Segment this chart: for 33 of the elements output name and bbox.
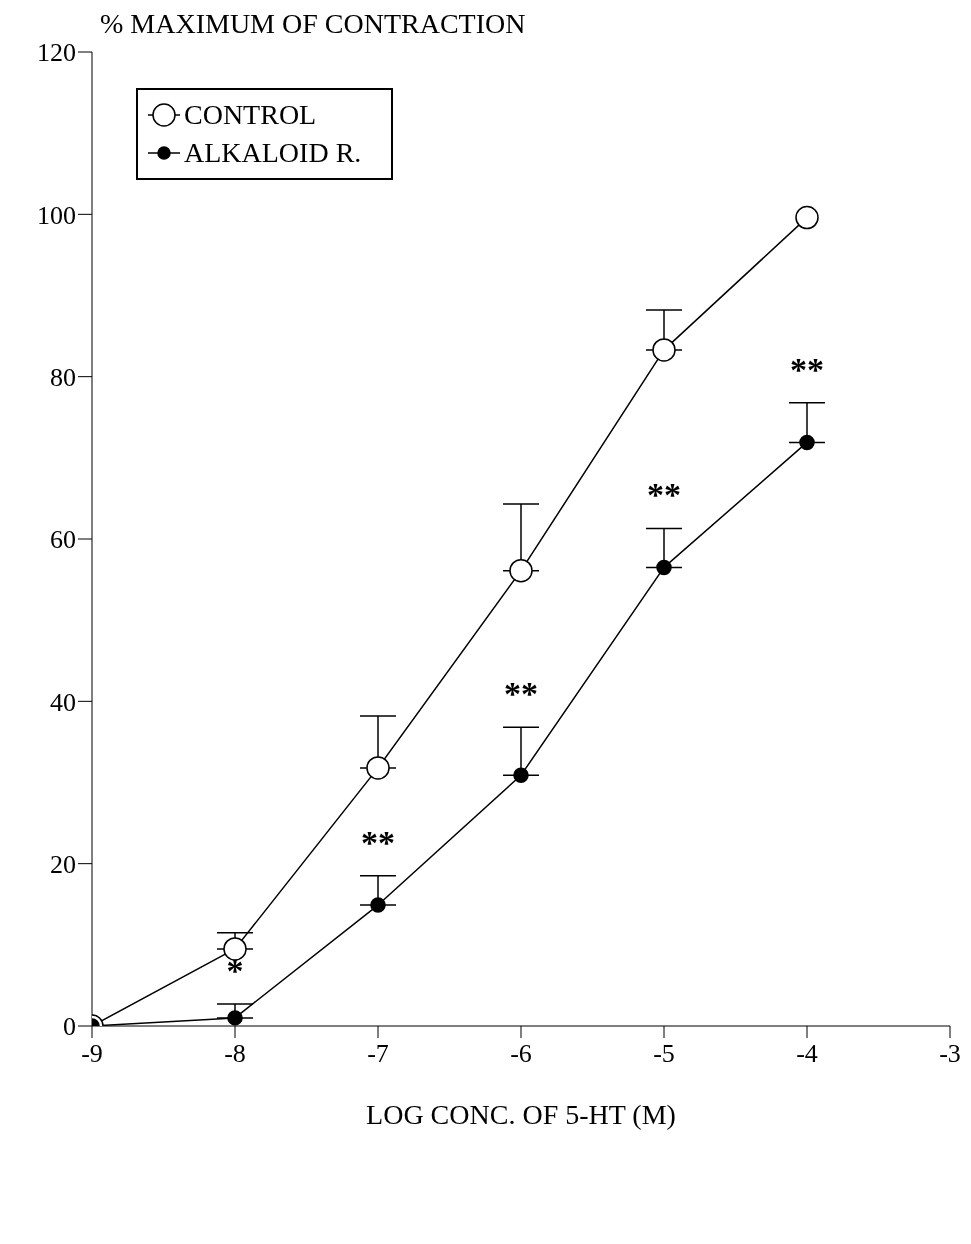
- y-tick-label: 0: [63, 1012, 76, 1042]
- y-tick-label: 20: [50, 849, 76, 879]
- annotation: **: [647, 476, 681, 514]
- x-tick-label: -9: [81, 1039, 103, 1069]
- annotation: *: [226, 952, 244, 990]
- y-tick-label: 40: [50, 687, 76, 717]
- x-tick-label: -5: [653, 1039, 675, 1069]
- point: [370, 897, 386, 913]
- x-tick-label: -8: [224, 1039, 246, 1069]
- y-tick-label: 80: [50, 362, 76, 392]
- y-tick-label: 100: [37, 200, 76, 230]
- x-tick-label: -4: [796, 1039, 818, 1069]
- x-tick-label: -3: [939, 1039, 961, 1069]
- y-tick-label: 120: [37, 38, 76, 68]
- y-axis-title: % MAXIMUM OF CONTRACTION: [100, 8, 526, 40]
- point: [799, 434, 815, 451]
- y-tick-label: 60: [50, 525, 76, 555]
- point: [366, 756, 390, 780]
- point: [656, 559, 672, 576]
- point: [513, 767, 529, 783]
- x-axis-title: LOG CONC. OF 5-HT (M): [366, 1099, 676, 1130]
- point: [509, 558, 533, 583]
- legend-label: ALKALOID R.: [184, 137, 362, 169]
- x-tick-label: -6: [510, 1039, 532, 1069]
- point: [652, 338, 676, 362]
- annotation: **: [790, 350, 824, 388]
- x-tick-label: -7: [367, 1039, 389, 1069]
- point: [223, 937, 247, 961]
- point: [795, 205, 819, 230]
- point: [227, 1010, 243, 1026]
- annotation: **: [504, 675, 538, 713]
- legend-label: CONTROL: [184, 99, 317, 131]
- annotation: **: [361, 823, 395, 861]
